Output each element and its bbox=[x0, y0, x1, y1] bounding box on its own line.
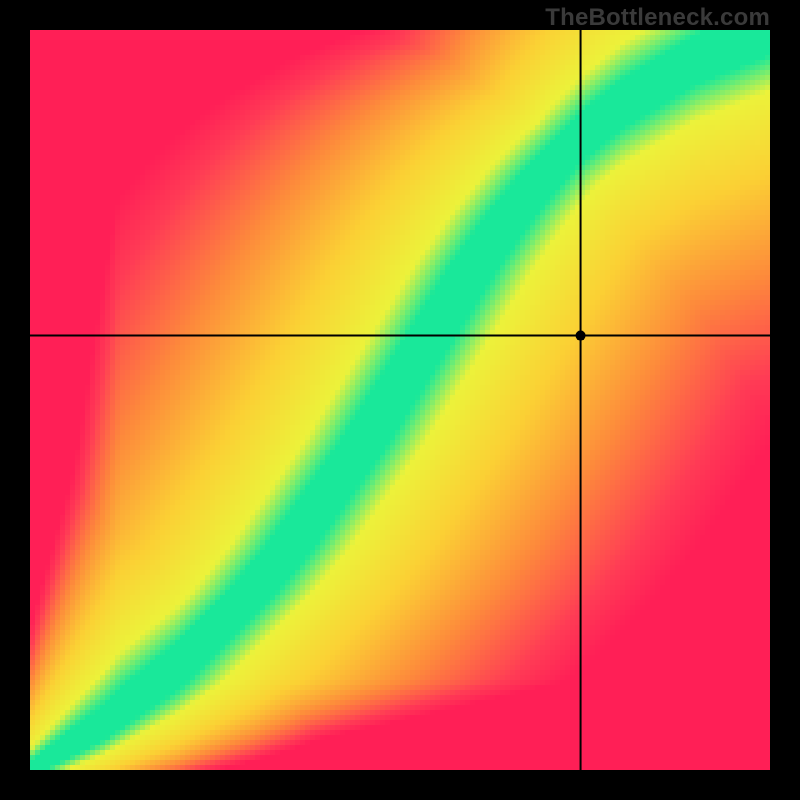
bottleneck-heatmap bbox=[30, 30, 770, 770]
chart-container: TheBottleneck.com bbox=[0, 0, 800, 800]
watermark-label: TheBottleneck.com bbox=[545, 4, 770, 32]
